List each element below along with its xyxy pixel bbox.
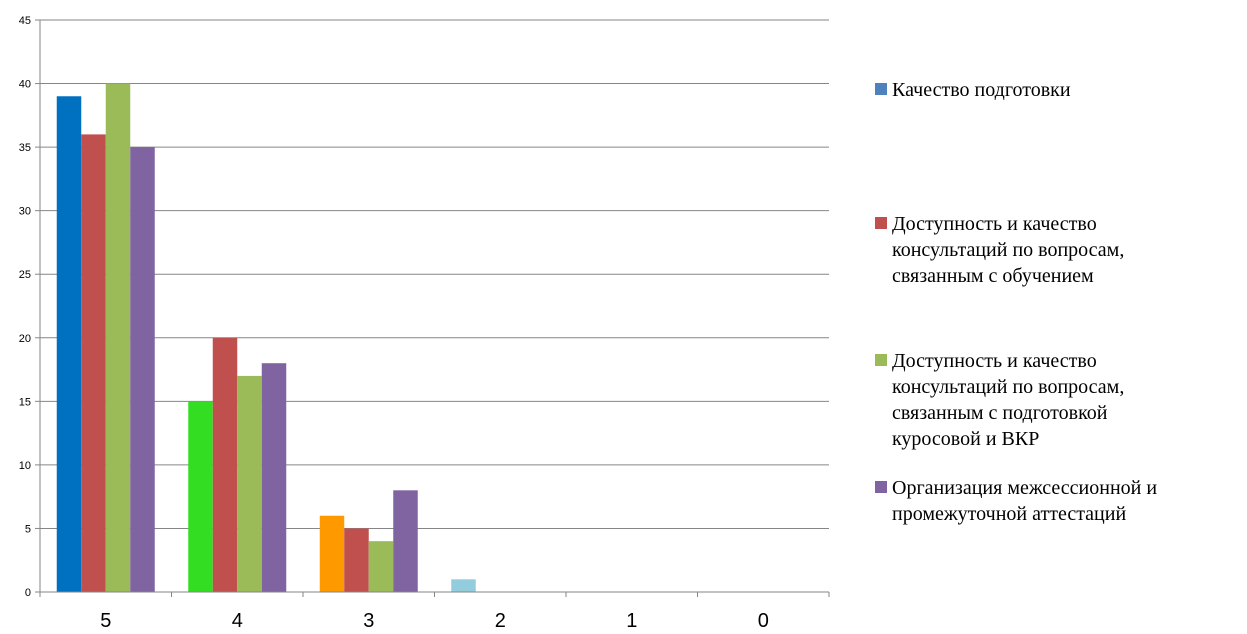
legend-label-line: Доступность и качество	[892, 213, 1097, 235]
legend-label: Доступность и качество консультаций по во…	[892, 213, 1124, 287]
bar	[130, 147, 155, 592]
legend-swatch	[875, 481, 887, 493]
grid-lines	[40, 19, 829, 529]
x-tick-label: 0	[758, 610, 769, 632]
legend-swatch	[875, 83, 887, 95]
x-tick-label: 4	[232, 610, 243, 632]
bar	[261, 363, 287, 592]
legend-label-line: консультаций по вопросам,	[892, 239, 1124, 261]
bar	[368, 541, 394, 592]
legend-label-line: консультаций по вопросам,	[892, 376, 1124, 398]
bar	[81, 134, 106, 592]
x-axis-ticks: 5 4 3 2 1 0	[39, 592, 830, 632]
x-tick-label: 1	[626, 610, 637, 632]
legend-label-line: связанным с подготовкой	[892, 402, 1108, 424]
axes	[39, 20, 829, 593]
y-tick-label: 30	[19, 206, 31, 218]
bar	[212, 337, 238, 592]
bar	[451, 579, 476, 592]
y-tick-label: 10	[19, 460, 31, 472]
bar	[105, 83, 131, 593]
bar	[56, 96, 82, 593]
legend-label: Организация межсессионной и промежуточной…	[892, 477, 1157, 525]
legend-label-line: Качество подготовки	[892, 79, 1071, 101]
bar	[393, 490, 418, 592]
legend-label: Доступность и качество консультаций по во…	[892, 350, 1124, 450]
legend-label-line: связанным с обучением	[892, 265, 1094, 287]
legend-label-line: Организация межсессионной и	[892, 477, 1157, 499]
legend-swatch	[875, 217, 887, 229]
y-tick-label: 15	[19, 396, 31, 408]
bar	[344, 528, 369, 592]
y-tick-label: 20	[19, 333, 31, 345]
bar	[188, 401, 213, 592]
legend-swatch	[875, 354, 887, 366]
legend-label-line: Доступность и качество	[892, 350, 1097, 372]
bar	[319, 515, 345, 592]
y-tick-label: 35	[19, 142, 31, 154]
x-tick-label: 3	[363, 610, 374, 632]
y-tick-label: 5	[25, 523, 31, 535]
y-tick-label: 25	[19, 269, 31, 281]
y-tick-label: 45	[19, 15, 31, 27]
legend: Качество подготовки Доступность и качеств…	[875, 79, 1157, 525]
legend-label: Качество подготовки	[892, 79, 1071, 101]
y-tick-label: 0	[25, 587, 31, 599]
legend-label-line: куросовой и ВКР	[892, 428, 1039, 450]
legend-label-line: промежуточной аттестаций	[892, 503, 1126, 525]
bars	[56, 83, 476, 593]
x-tick-label: 5	[100, 610, 111, 632]
y-tick-label: 40	[19, 79, 31, 91]
x-tick-label: 2	[495, 610, 506, 632]
y-axis-ticks: 0 5 10 15 20 25 30 35 40 45	[19, 15, 40, 599]
bar	[237, 375, 262, 592]
